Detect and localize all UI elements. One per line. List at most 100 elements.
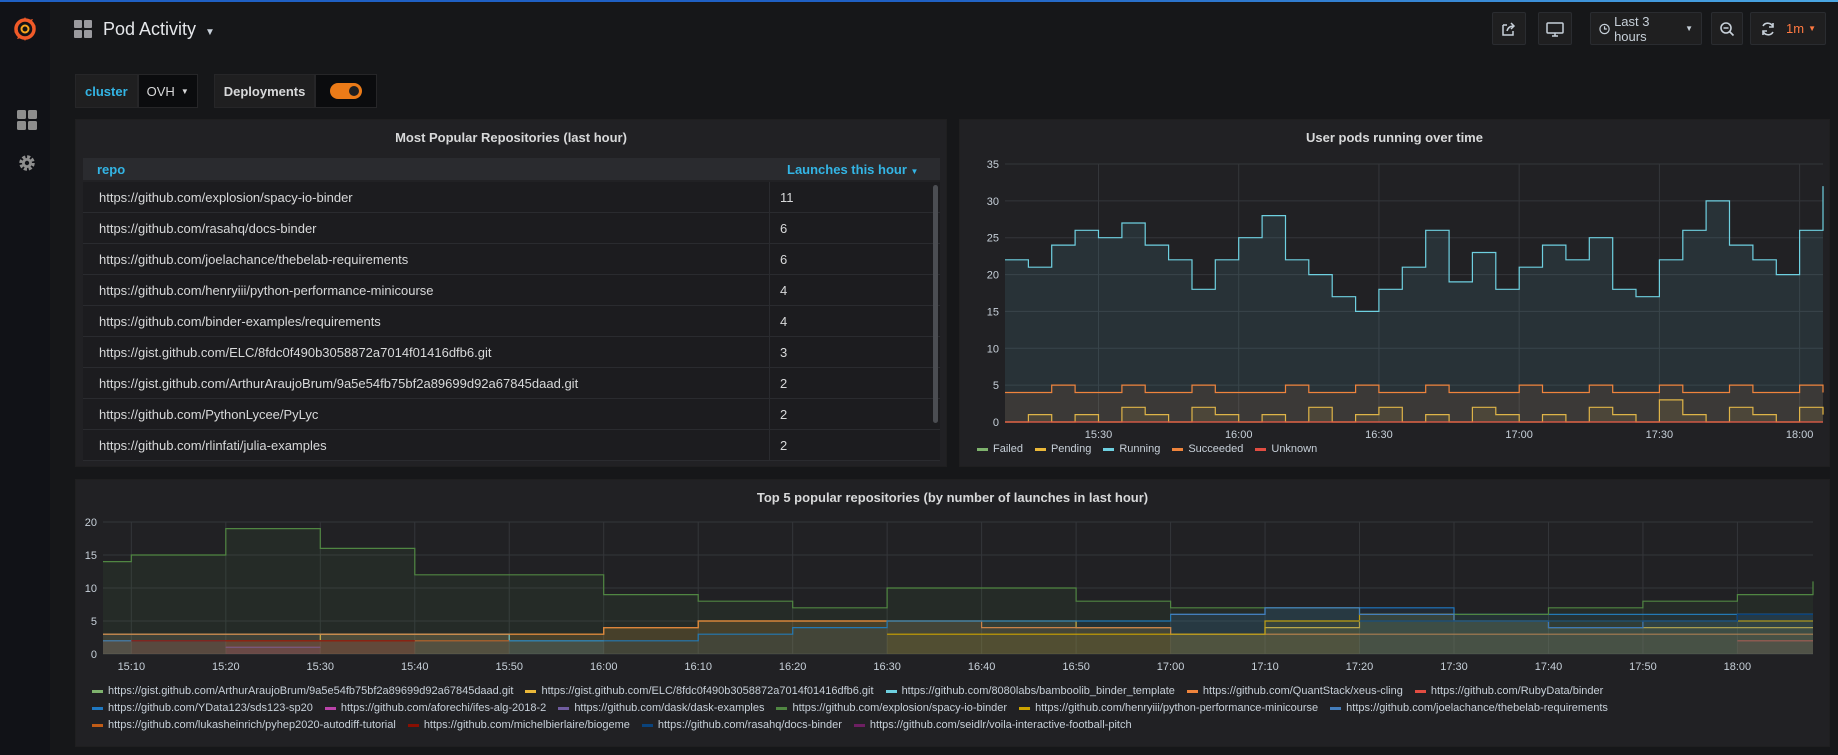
legend-label: https://github.com/explosion/spacy-io-bi… (792, 702, 1008, 714)
column-divider (769, 368, 770, 399)
legend-item[interactable]: Failed (977, 443, 1023, 455)
legend-swatch (407, 723, 419, 727)
series-area (1005, 186, 1823, 422)
legend-label: https://github.com/michelbierlaire/bioge… (423, 719, 630, 731)
launches-cell: 2 (780, 376, 788, 391)
legend-swatch (1019, 706, 1031, 710)
legend-item[interactable]: https://github.com/explosion/spacy-io-bi… (776, 702, 1007, 714)
legend-item[interactable]: https://github.com/henryiii/python-perfo… (1019, 702, 1318, 714)
legend-item[interactable]: https://github.com/RubyData/binder (1414, 685, 1603, 697)
legend-item[interactable]: Pending (1034, 443, 1091, 455)
legend-label: https://github.com/lukasheinrich/pyhep20… (108, 719, 396, 731)
x-tick-label: 15:40 (401, 661, 429, 673)
x-tick-label: 17:30 (1646, 429, 1674, 440)
column-divider (769, 182, 770, 213)
series-area (1359, 614, 1813, 654)
legend-label: https://github.com/seidlr/voila-interact… (869, 719, 1132, 731)
x-tick-label: 15:30 (307, 661, 335, 673)
x-tick-label: 17:30 (1440, 661, 1468, 673)
legend-item[interactable]: https://github.com/lukasheinrich/pyhep20… (92, 719, 396, 731)
template-variables: cluster OVH ▼ Deployments (75, 74, 378, 108)
user-pods-chart[interactable]: 0 5 10 15 20 25 30 35 15:30 16:00 16:30 17:00 17:30 1… (959, 150, 1830, 440)
column-divider (769, 244, 770, 275)
chevron-down-icon[interactable]: ▼ (205, 27, 215, 38)
panel-title[interactable]: Most Popular Repositories (last hour) (395, 130, 627, 145)
legend-item[interactable]: https://github.com/YData123/sds123-sp20 (92, 702, 313, 714)
x-tick-label: 17:00 (1157, 661, 1185, 673)
cluster-value: OVH (146, 83, 175, 99)
legend-swatch (977, 447, 988, 451)
legend-item[interactable]: https://github.com/joelachance/thebelab-… (1330, 702, 1608, 714)
legend-item[interactable]: https://github.com/michelbierlaire/bioge… (407, 719, 630, 731)
table-scrollbar[interactable] (933, 185, 938, 423)
launches-cell: 4 (780, 314, 788, 329)
y-tick-label: 5 (993, 380, 999, 392)
dashboards-icon[interactable] (16, 109, 38, 131)
x-tick-label: 15:30 (1085, 429, 1113, 440)
repo-cell: https://gist.github.com/ArthurAraujoBrum… (99, 376, 579, 391)
dashboard-title[interactable]: Pod Activity (103, 19, 197, 39)
top-repos-chart[interactable]: 0 5 10 15 20 15:10 15:20 15:30 15:40 15:50 16:00 16… (75, 510, 1830, 680)
legend-item[interactable]: https://github.com/rasahq/docs-binder (641, 719, 842, 731)
launches-cell: 4 (780, 283, 788, 298)
legend-swatch (853, 723, 865, 727)
series-line[interactable] (1359, 613, 1814, 622)
table-row: https://gist.github.com/ArthurAraujoBrum… (83, 368, 940, 399)
y-tick-label: 10 (85, 583, 97, 595)
legend-swatch (1414, 689, 1426, 693)
series-line[interactable] (1005, 384, 1824, 394)
repo-cell: https://github.com/explosion/spacy-io-bi… (99, 190, 353, 205)
top-repos-panel: Top 5 popular repositories (by number of… (75, 479, 1830, 747)
sidebar (0, 2, 50, 755)
tv-mode-button[interactable] (1538, 12, 1572, 45)
legend-item[interactable]: https://github.com/aforechi/ifes-alg-201… (324, 702, 547, 714)
y-tick-label: 30 (987, 196, 999, 208)
table-row: https://github.com/henryiii/python-perfo… (83, 275, 940, 306)
y-tick-label: 5 (91, 616, 97, 628)
repo-cell: https://gist.github.com/ELC/8fdc0f490b30… (99, 345, 492, 360)
legend-item[interactable]: https://gist.github.com/ELC/8fdc0f490b30… (525, 685, 874, 697)
legend-swatch (776, 706, 788, 710)
legend-swatch (1172, 447, 1184, 451)
table-body: https://github.com/explosion/spacy-io-bi… (83, 182, 940, 461)
y-tick-label: 15 (85, 550, 97, 562)
y-tick-label: 20 (987, 270, 999, 282)
column-header-repo[interactable]: repo (97, 162, 126, 177)
legend-label: Running (1119, 443, 1161, 455)
series-area (225, 647, 321, 654)
panel-title[interactable]: Top 5 popular repositories (by number of… (756, 490, 1149, 505)
zoom-out-button[interactable] (1711, 12, 1743, 45)
launches-cell: 6 (780, 252, 788, 267)
time-range-picker[interactable]: Last 3 hours ▼ (1590, 12, 1702, 45)
user-pods-legend: Failed Pending Running Succeeded Unknown (977, 443, 1817, 455)
share-button[interactable] (1492, 12, 1526, 45)
y-tick-label: 35 (987, 159, 999, 171)
legend-label: https://gist.github.com/ELC/8fdc0f490b30… (541, 685, 874, 697)
gear-icon[interactable] (16, 152, 38, 174)
deployments-toggle[interactable] (330, 83, 363, 99)
x-tick-label: 17:50 (1629, 661, 1657, 673)
y-tick-label: 25 (987, 233, 999, 245)
legend-item[interactable]: https://github.com/8080labs/bamboolib_bi… (885, 685, 1175, 697)
legend-swatch (92, 706, 103, 710)
column-header-launches[interactable]: Launches this hour ▼ (787, 162, 918, 177)
legend-item[interactable]: https://github.com/QuantStack/xeus-cling (1186, 685, 1403, 697)
legend-item[interactable]: https://gist.github.com/ArthurAraujoBrum… (92, 685, 513, 697)
series-area (103, 607, 1813, 654)
legend-item[interactable]: https://github.com/seidlr/voila-interact… (853, 719, 1132, 731)
legend-item[interactable]: Succeeded (1172, 443, 1243, 455)
legend-item[interactable]: https://github.com/dask/dask-examples (558, 702, 764, 714)
grafana-logo-icon[interactable] (10, 14, 40, 44)
column-divider (769, 275, 770, 306)
refresh-button[interactable]: 1m ▼ (1750, 12, 1826, 45)
legend-item[interactable]: Unknown (1255, 443, 1317, 455)
cluster-select[interactable]: OVH ▼ (137, 74, 198, 108)
column-divider (769, 306, 770, 337)
legend-label: https://github.com/aforechi/ifes-alg-201… (340, 702, 547, 714)
panel-title[interactable]: User pods running over time (1306, 130, 1483, 145)
series-line[interactable] (1005, 186, 1824, 312)
repo-cell: https://github.com/henryiii/python-perfo… (99, 283, 434, 298)
legend-label: Succeeded (1188, 443, 1244, 455)
series-line[interactable] (103, 528, 1814, 615)
legend-item[interactable]: Running (1103, 443, 1160, 455)
